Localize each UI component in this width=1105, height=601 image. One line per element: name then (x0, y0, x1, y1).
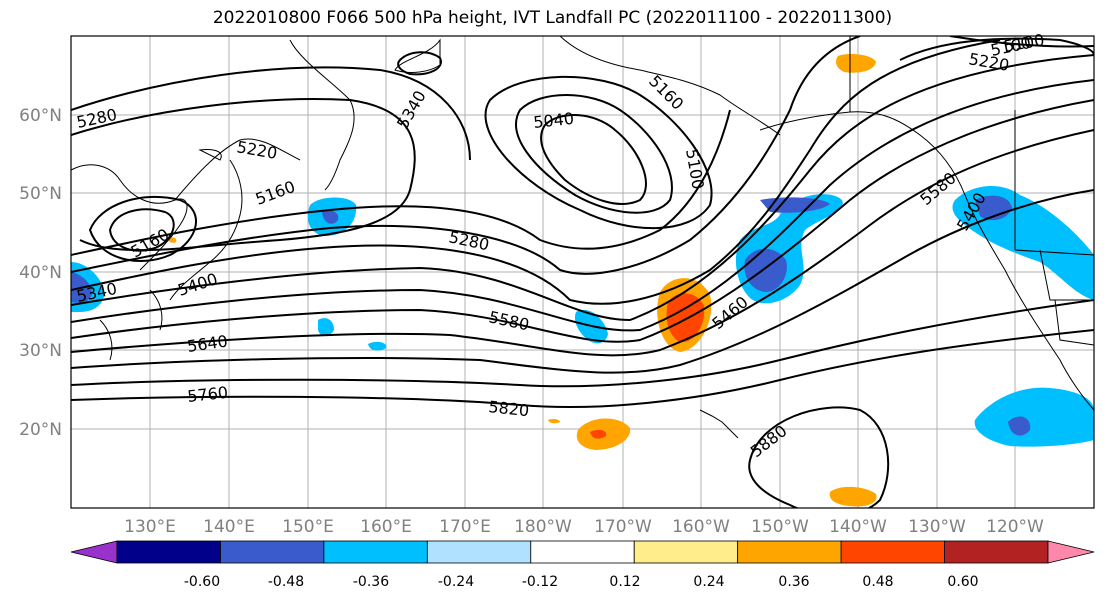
colorbar-segment (530, 540, 635, 564)
colorbar-tick-label: -0.12 (522, 574, 558, 590)
lon-label: 130°E (124, 517, 176, 537)
ivt-shading (71, 54, 1094, 507)
contour-label: 5580 (487, 307, 531, 334)
contour-label: 5160 (645, 71, 687, 113)
ivt-positive-area (666, 293, 705, 343)
lat-label: 30°N (19, 341, 62, 361)
lat-label: 40°N (19, 263, 62, 283)
ivt-negative-area (1008, 416, 1031, 436)
contour-label: 5160 (253, 177, 298, 209)
lon-label: 170°E (439, 517, 491, 537)
ivt-positive-area (548, 418, 560, 424)
contour-label: 5220 (235, 137, 278, 163)
contour-label: 5340 (393, 87, 430, 132)
contour-label: 5040 (532, 109, 574, 132)
ivt-negative-area (368, 341, 387, 351)
colorbar-tick-label: -0.24 (438, 574, 474, 590)
lon-label: 160°W (672, 517, 730, 537)
ivt-negative-area (974, 387, 1094, 447)
ivt-positive-area (590, 429, 607, 439)
lon-label: 150°W (751, 517, 809, 537)
colorbar-segment (633, 540, 739, 564)
ivt-positive-area (836, 54, 876, 73)
colorbar-segment (737, 540, 842, 564)
colorbar-tick-label: 0.48 (862, 574, 893, 590)
contour-label: 5280 (75, 105, 119, 132)
contour-label: 5880 (747, 421, 791, 461)
colorbar-tick-label: -0.48 (268, 574, 304, 590)
height-contours (71, 36, 1094, 508)
colorbar-extend-min (70, 540, 118, 564)
lat-label: 60°N (19, 106, 62, 126)
contour-label: 5460 (708, 292, 751, 333)
contour-label: 5100 (1002, 30, 1045, 56)
colorbar-segment (220, 540, 325, 564)
lat-label: 50°N (19, 184, 62, 204)
contour-label: 5400 (175, 269, 220, 300)
colorbar-segment (116, 540, 221, 564)
contour-label: 5100 (682, 147, 708, 190)
colorbar-tick-label: 0.12 (609, 574, 640, 590)
ivt-positive-area (829, 486, 877, 507)
contour-label: 5640 (186, 331, 229, 355)
lon-label: 140°W (829, 517, 887, 537)
colorbar-tick-label: 0.24 (693, 574, 724, 590)
ivt-negative-area (318, 318, 334, 336)
map-title: 2022010800 F066 500 hPa height, IVT Land… (212, 8, 893, 28)
colorbar-tick-label: -0.36 (353, 574, 389, 590)
contour-label: 5760 (186, 383, 228, 406)
colorbar-tick-label: 0.60 (947, 574, 978, 590)
longitude-labels: 130°E 140°E 150°E 160°E 170°E 180°W 170°… (124, 517, 1044, 537)
lon-label: 170°W (594, 517, 652, 537)
lon-label: 150°E (282, 517, 334, 537)
contour-label: 5820 (488, 397, 530, 420)
ivt-negative-area (322, 210, 339, 224)
lat-label: 20°N (19, 420, 62, 440)
latitude-labels: 60°N 50°N 40°N 30°N 20°N (19, 106, 62, 440)
lon-label: 160°E (360, 517, 412, 537)
colorbar-segment (323, 540, 428, 564)
colorbar-tick-label: 0.36 (778, 574, 809, 590)
lon-label: 180°W (514, 517, 572, 537)
colorbar-segment (426, 540, 532, 564)
colorbar-extend-max (1047, 540, 1095, 564)
colorbar-tick-label: -0.60 (184, 574, 220, 590)
colorbar-segment (944, 540, 1049, 564)
colorbar (70, 540, 1095, 564)
colorbar-ticklabels: -0.60 -0.48 -0.36 -0.24 -0.12 0.12 0.24 … (184, 574, 979, 590)
lon-label: 120°W (986, 517, 1044, 537)
lon-label: 130°W (908, 517, 966, 537)
map-frame (70, 35, 1095, 509)
lon-label: 140°E (203, 517, 255, 537)
colorbar-segment (840, 540, 945, 564)
